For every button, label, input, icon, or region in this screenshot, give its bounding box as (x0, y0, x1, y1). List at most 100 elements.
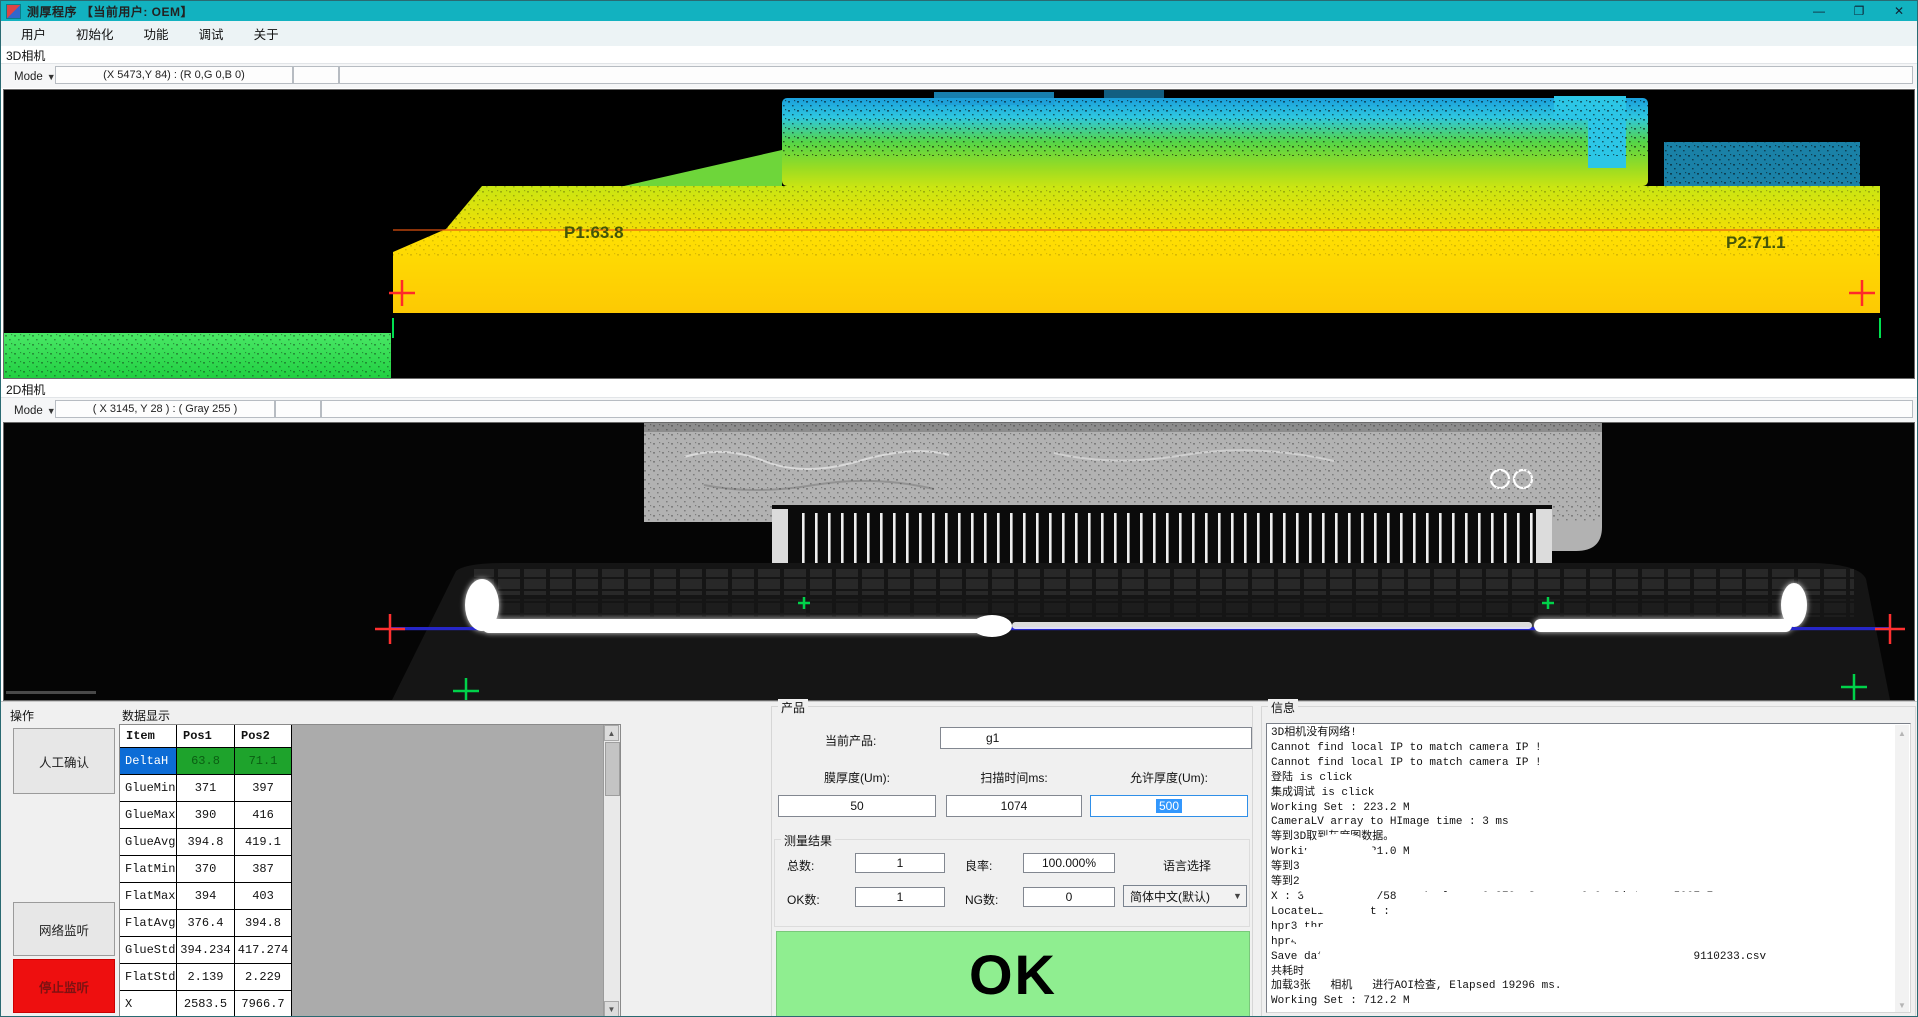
scroll-up-icon[interactable]: ▲ (1895, 725, 1909, 741)
table-row[interactable]: GlueMin 371 397 (120, 775, 292, 802)
row-item: FlatAvg (120, 910, 177, 937)
log-line: 3D相机没有网络! (1271, 727, 1357, 739)
data-table[interactable]: Item Pos1 Pos2 DeltaH 63.8 71.1 GlueMin 371 3… (119, 724, 621, 1016)
row-value: 416 (235, 802, 292, 829)
menu-item-1[interactable]: 用户 (21, 28, 47, 42)
ok-count-input[interactable]: 1 (855, 887, 945, 907)
camera3d-status-box3 (339, 66, 1913, 84)
row-value: 7966.7 (235, 991, 292, 1016)
product-label: 产品 (778, 699, 809, 716)
row-item: FlatMin (120, 856, 177, 883)
manual-confirm-button[interactable]: 人工确认 (13, 728, 115, 794)
log-line: Working Set : 223.2 M (1271, 801, 1410, 814)
camera2d-status: ( X 3145, Y 28 ) : ( Gray 255 ) (55, 400, 275, 418)
col-pos1: Pos1 (177, 725, 235, 748)
scroll-down-icon[interactable]: ▼ (1895, 997, 1909, 1012)
row-value: 370 (177, 856, 235, 883)
row-item: GlueAvg (120, 829, 177, 856)
allow-thickness-label: 允许厚度(Um): (1130, 771, 1208, 785)
p1-annotation: P1:63.8 (564, 223, 624, 242)
film-thickness-label: 膜厚度(Um): (824, 771, 890, 785)
camera3d-label: 3D相机 (6, 49, 46, 63)
row-value: 2583.5 (177, 991, 235, 1016)
table-row[interactable]: GlueStd 394.234 417.274 (120, 937, 292, 964)
data-table-body: DeltaH 63.8 71.1 GlueMin 371 397 GlueMax 390 416… (120, 748, 292, 1016)
film-thickness-input[interactable]: 50 (778, 795, 936, 817)
menu-item-3[interactable]: 功能 (143, 28, 169, 42)
close-button[interactable]: ✕ (1893, 4, 1905, 18)
ng-count-label: NG数: (965, 893, 999, 907)
scan-time-label: 扫描时间ms: (980, 771, 1048, 785)
current-product-label: 当前产品: (825, 734, 877, 748)
network-listen-button[interactable]: 网络监听 (13, 902, 115, 956)
scroll-down-icon[interactable]: ▼ (604, 1001, 619, 1016)
row-value: 371 (177, 775, 235, 802)
camera3d-toolbar: Mode ▼ (X 5473,Y 84) : (R 0,G 0,B 0) (1, 63, 1917, 88)
camera2d-toolbar: Mode ▼ ( X 3145, Y 28 ) : ( Gray 255 ) (1, 397, 1917, 422)
menu-item-2[interactable]: 初始化 (76, 28, 114, 42)
table-row[interactable]: DeltaH 63.8 71.1 (120, 748, 292, 775)
language-select[interactable]: 简体中文(默认) ▼ (1123, 885, 1247, 907)
col-item: Item (120, 725, 177, 748)
row-item: X (120, 991, 177, 1016)
yield-input[interactable]: 100.000% (1023, 853, 1115, 873)
chevron-down-icon: ▼ (1233, 891, 1242, 901)
log-line: 加载3张 相机 进行AOI检查, Elapsed 19296 ms. (1271, 980, 1562, 993)
scroll-thumb[interactable] (605, 742, 620, 796)
redaction-blob (1399, 892, 1854, 918)
allow-thickness-input[interactable]: 500 (1090, 795, 1248, 817)
table-header: Item Pos1 Pos2 (120, 725, 292, 748)
minimize-button[interactable]: — (1813, 4, 1825, 18)
log-line: Save dat 9110233.csv (1271, 950, 1767, 963)
row-value: 71.1 (235, 748, 292, 775)
total-label: 总数: (787, 859, 815, 873)
table-scrollbar[interactable]: ▲ ▼ (603, 725, 620, 1016)
row-value: 2.229 (235, 964, 292, 991)
maximize-button[interactable]: ❐ (1853, 4, 1865, 18)
scan-time-input[interactable]: 1074 (946, 795, 1082, 817)
table-row[interactable]: FlatAvg 376.4 394.8 (120, 910, 292, 937)
menu-item-4[interactable]: 调试 (198, 28, 224, 42)
mode-label: Mode (14, 405, 43, 417)
log-scrollbar[interactable]: ▲ ▼ (1895, 725, 1909, 1012)
ok-count-label: OK数: (787, 893, 820, 907)
table-row[interactable]: FlatMin 370 387 (120, 856, 292, 883)
redaction-blob (1299, 834, 1381, 916)
log-line: hpr3 thr (1271, 920, 1324, 933)
table-row[interactable]: GlueAvg 394.8 419.1 (120, 829, 292, 856)
camera3d-view[interactable]: P1:63.8 P2:71.1 (3, 89, 1915, 379)
stop-listen-button[interactable]: 停止监听 (13, 959, 115, 1013)
redaction-blob (1292, 927, 1344, 944)
row-value: 394.8 (177, 829, 235, 856)
log-line: 集成调试 is click (1271, 786, 1375, 799)
camera2d-mode-button[interactable]: Mode ▼ (7, 401, 63, 421)
row-value: 397 (235, 775, 292, 802)
table-row[interactable]: X 2583.5 7966.7 (120, 991, 292, 1016)
log-line: Cannot find local IP to match camera IP … (1271, 756, 1542, 769)
p2-annotation: P2:71.1 (1726, 233, 1786, 252)
camera2d-view[interactable] (3, 422, 1915, 701)
red-cross-markers (375, 614, 1905, 644)
selected-text: 500 (1155, 799, 1183, 813)
redaction-blob (1319, 949, 1355, 964)
row-item: DeltaH (120, 748, 177, 775)
row-value: 387 (235, 856, 292, 883)
total-input[interactable]: 1 (855, 853, 945, 873)
camera3d-status-box2 (293, 66, 339, 84)
log-line: hpr4 thr (1271, 935, 1324, 948)
scroll-up-icon[interactable]: ▲ (604, 725, 619, 741)
title-bar[interactable]: 测厚程序 【当前用户: OEM】 — ❐ ✕ (1, 1, 1917, 21)
ng-count-input[interactable]: 0 (1023, 887, 1115, 907)
table-row[interactable]: GlueMax 390 416 (120, 802, 292, 829)
log-line: Working Set : 712.2 M (1271, 995, 1410, 1008)
redaction-blob (1382, 949, 1440, 964)
row-item: FlatMax (120, 883, 177, 910)
row-value: 419.1 (235, 829, 292, 856)
table-row[interactable]: FlatMax 394 403 (120, 883, 292, 910)
glue-bead (465, 579, 1807, 637)
table-row[interactable]: FlatStd 2.139 2.229 (120, 964, 292, 991)
current-product-input[interactable]: g1 (940, 727, 1252, 749)
camera3d-mode-button[interactable]: Mode ▼ (7, 67, 63, 87)
menu-item-5[interactable]: 关于 (253, 28, 279, 42)
row-value: 2.139 (177, 964, 235, 991)
